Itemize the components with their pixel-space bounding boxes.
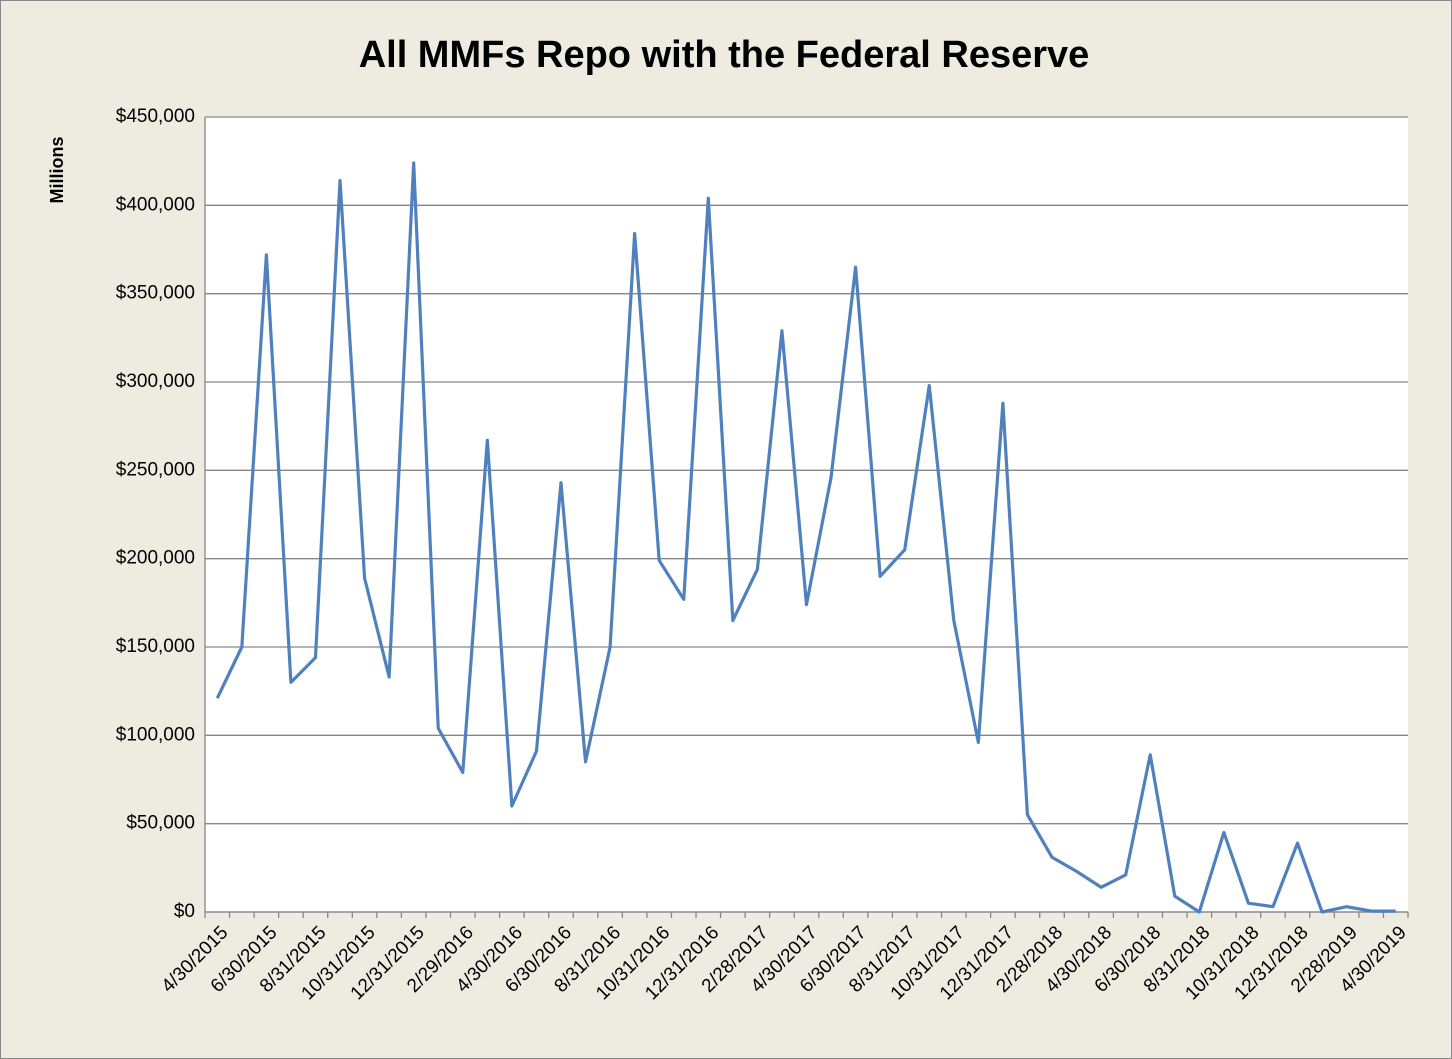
y-tick-label: $200,000 bbox=[116, 548, 195, 569]
y-tick-label: $100,000 bbox=[116, 724, 195, 745]
line-series bbox=[215, 161, 1396, 914]
y-tick-label: $250,000 bbox=[116, 459, 195, 480]
y-tick-label: $150,000 bbox=[116, 636, 195, 657]
y-tick-label: $450,000 bbox=[116, 106, 195, 127]
y-axis-title: Millions bbox=[47, 137, 67, 204]
y-tick-label: $300,000 bbox=[116, 371, 195, 392]
y-tick-label: $50,000 bbox=[126, 813, 195, 834]
y-tick-label: $400,000 bbox=[116, 194, 195, 215]
y-tick-label: $350,000 bbox=[116, 283, 195, 304]
chart-title: All MMFs Repo with the Federal Reserve bbox=[359, 34, 1090, 76]
y-tick-label: $0 bbox=[174, 901, 195, 922]
plot-area bbox=[205, 117, 1408, 912]
